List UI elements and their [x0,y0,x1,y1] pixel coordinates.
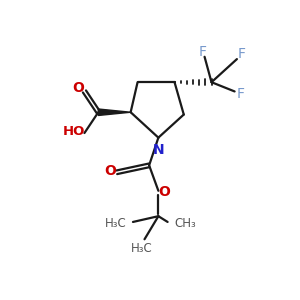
Text: F: F [198,45,206,59]
Text: CH₃: CH₃ [175,217,196,230]
Text: H₃C: H₃C [105,217,127,230]
Text: O: O [72,81,84,95]
Text: F: F [238,47,245,61]
Text: O: O [158,185,170,199]
Text: F: F [236,87,244,101]
Text: HO: HO [63,125,85,138]
Polygon shape [98,109,131,116]
Text: O: O [104,164,116,178]
Text: H₃C: H₃C [131,242,153,255]
Text: N: N [153,143,164,157]
